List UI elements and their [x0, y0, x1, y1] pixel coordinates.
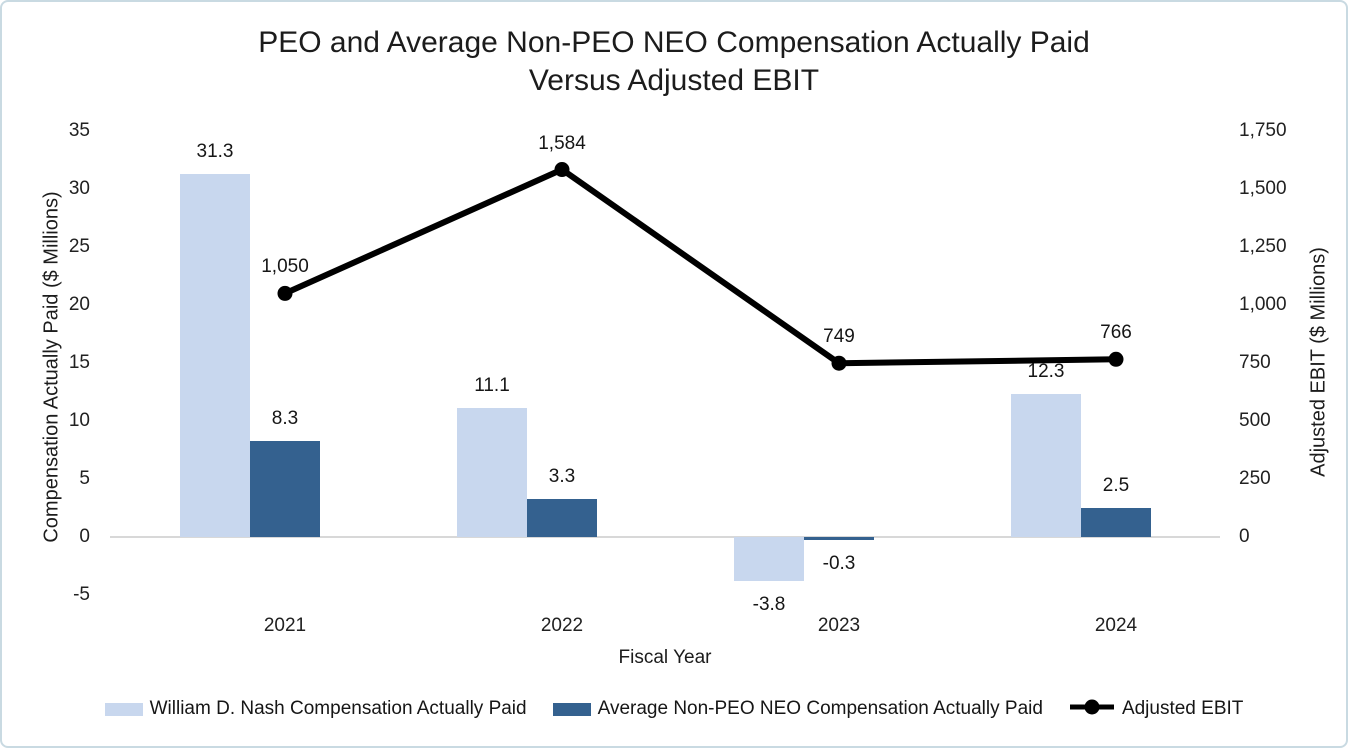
line-point	[831, 355, 847, 371]
chart-title-line2: Versus Adjusted EBIT	[528, 64, 820, 97]
legend: William D. Nash Compensation Actually Pa…	[2, 695, 1346, 723]
bar-peo-2022	[457, 408, 527, 537]
x-tick-label-2023: 2023	[817, 615, 861, 636]
y-axis-left-tick-label: 15	[68, 352, 90, 373]
line-point	[277, 285, 293, 301]
x-axis-zero-line	[110, 536, 1220, 538]
bar-non-peo-2021	[250, 440, 320, 537]
bar-peo-2023	[734, 537, 804, 582]
legend-label-non-peo: Average Non-PEO NEO Compensation Actuall…	[597, 698, 1043, 719]
ebit-line	[282, 166, 1119, 367]
line-value-label: 749	[823, 326, 855, 348]
line-value-label: 766	[1100, 322, 1132, 344]
legend-item-ebit: Adjusted EBIT	[1069, 698, 1243, 720]
y-axis-right-tick-label: 1,500	[1239, 178, 1287, 199]
line-point	[554, 162, 570, 178]
bar-peo-2024	[1011, 394, 1081, 537]
y-axis-left-tick-label: -5	[73, 584, 90, 605]
bar-non-peo-2023	[804, 537, 874, 541]
y-axis-right-tick-label: 1,750	[1239, 120, 1287, 141]
bar-value-label: -3.8	[752, 594, 786, 616]
non-peo-bar-swatch-icon	[552, 702, 591, 716]
x-tick-label-2021: 2021	[263, 615, 307, 636]
bar-value-label: 3.3	[548, 465, 576, 487]
y-axis-right-tick-label: 750	[1239, 352, 1271, 373]
bar-value-label: 8.3	[271, 407, 299, 429]
line-value-label: 1,050	[261, 256, 309, 278]
y-axis-right-tick-label: 1,000	[1239, 294, 1287, 315]
bar-peo-2021	[180, 173, 250, 537]
y-axis-right-tick-label: 1,250	[1239, 236, 1287, 257]
chart-title: PEO and Average Non-PEO NEO Compensation…	[2, 24, 1346, 100]
x-tick-label-2022: 2022	[540, 615, 584, 636]
y-axis-right-tick-label: 0	[1239, 526, 1250, 547]
legend-item-non-peo: Average Non-PEO NEO Compensation Actuall…	[552, 698, 1043, 720]
bar-non-peo-2022	[527, 498, 597, 537]
bar-value-label: 12.3	[1027, 361, 1065, 383]
line-value-label: 1,584	[538, 132, 586, 154]
legend-item-peo: William D. Nash Compensation Actually Pa…	[104, 698, 527, 720]
x-tick-label-2024: 2024	[1094, 615, 1138, 636]
y-axis-right-tick-label: 250	[1239, 468, 1271, 489]
y-axis-left-tick-label: 35	[68, 120, 90, 141]
legend-label-peo: William D. Nash Compensation Actually Pa…	[149, 698, 527, 719]
line-point	[1108, 351, 1124, 367]
y-axis-left-tick-label: 10	[68, 410, 90, 431]
bar-value-label: 2.5	[1102, 475, 1130, 496]
peo-bar-swatch-icon	[104, 702, 143, 716]
y-axis-left-tick-label: 30	[68, 178, 90, 199]
y-axis-left-tick-label: 25	[68, 236, 90, 257]
bar-value-label: -0.3	[822, 553, 856, 575]
y-axis-left-tick-label: 20	[68, 294, 90, 315]
chart-title-line1: PEO and Average Non-PEO NEO Compensation…	[258, 26, 1090, 59]
bar-value-label: 31.3	[196, 140, 234, 162]
x-axis-title: Fiscal Year	[618, 647, 712, 668]
y-axis-right-tick-label: 500	[1239, 410, 1271, 431]
y-axis-left-tick-label: 0	[79, 526, 90, 547]
bar-value-label: 11.1	[474, 375, 510, 397]
line-marker-icon	[1069, 699, 1115, 720]
legend-label-ebit: Adjusted EBIT	[1121, 698, 1244, 719]
bar-non-peo-2024	[1081, 508, 1151, 537]
y-axis-left-tick-label: 5	[79, 468, 90, 489]
y-axis-right-title: Adjusted EBIT ($ Millions)	[1307, 247, 1330, 477]
